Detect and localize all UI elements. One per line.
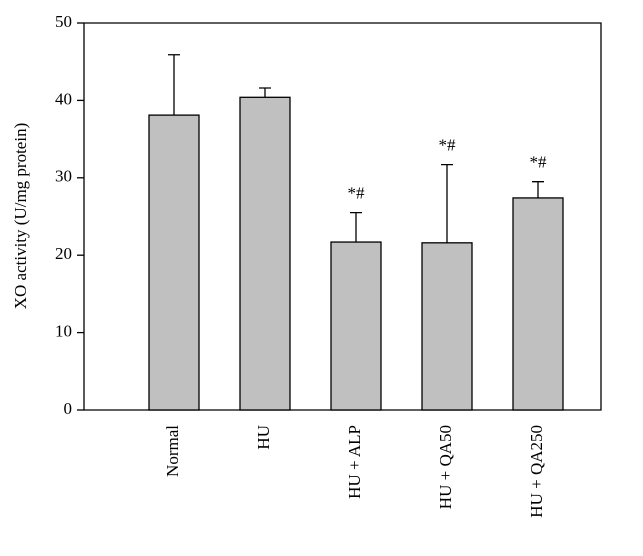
bar xyxy=(239,96,291,411)
bar xyxy=(148,114,200,411)
error-bar xyxy=(350,211,362,243)
bar xyxy=(512,197,564,411)
x-tick-label: HU + QA250 xyxy=(527,425,546,518)
error-bar xyxy=(532,181,544,198)
error-bar xyxy=(441,163,453,243)
x-tick-label: HU xyxy=(254,425,273,450)
error-bar xyxy=(168,54,180,116)
y-tick-label: 40 xyxy=(55,89,72,108)
error-bar xyxy=(259,87,271,98)
y-tick-label: 30 xyxy=(55,167,72,186)
x-tick-label: HU + QA50 xyxy=(436,425,455,509)
y-axis-label: XO activity (U/mg protein) xyxy=(11,123,30,310)
y-tick-label: 50 xyxy=(55,12,72,31)
y-tick-label: 0 xyxy=(64,399,73,418)
y-tick-label: 10 xyxy=(55,322,72,341)
bar xyxy=(421,242,473,411)
x-tick-label: HU + ALP xyxy=(345,425,364,499)
y-tick-label: 20 xyxy=(55,244,72,263)
significance-label: *# xyxy=(530,153,548,172)
bar xyxy=(330,241,382,411)
x-tick-label: Normal xyxy=(163,425,182,477)
significance-label: *# xyxy=(439,136,457,155)
significance-label: *# xyxy=(348,184,366,203)
